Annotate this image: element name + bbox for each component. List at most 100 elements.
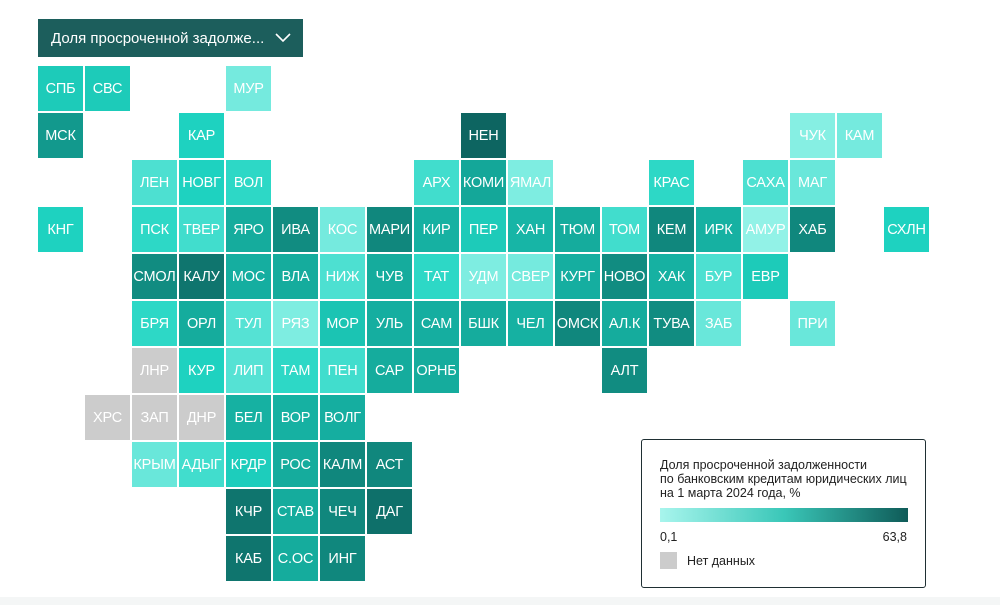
no-data-label: Нет данных [687,554,756,568]
region-tile[interactable]: САМ [414,301,459,346]
indicator-dropdown[interactable]: Доля просроченной задолже... [38,19,303,57]
region-tile[interactable]: АЛ.К [602,301,647,346]
region-tile[interactable]: ИРК [696,207,741,252]
region-tile[interactable]: КОМИ [461,160,506,205]
region-tile[interactable]: КАЛМ [320,442,365,487]
region-tile[interactable]: КАБ [226,536,271,581]
region-tile[interactable]: УДМ [461,254,506,299]
region-tile[interactable]: АМУР [743,207,788,252]
legend: Доля просроченной задолженности по банко… [641,439,926,588]
bottom-strip [0,597,1000,605]
region-tile[interactable]: САР [367,348,412,393]
region-tile[interactable]: ЗАБ [696,301,741,346]
region-tile[interactable]: ЧЕЛ [508,301,553,346]
region-tile[interactable]: ПЕН [320,348,365,393]
region-tile[interactable]: ВЛА [273,254,318,299]
region-tile[interactable]: КЕМ [649,207,694,252]
region-tile[interactable]: РОС [273,442,318,487]
region-tile[interactable]: ЛНР [132,348,177,393]
region-tile[interactable]: С.ОС [273,536,318,581]
region-tile[interactable]: КУР [179,348,224,393]
region-tile[interactable]: МОР [320,301,365,346]
region-tile[interactable]: СПБ [38,66,83,111]
region-tile[interactable]: ТОМ [602,207,647,252]
region-tile[interactable]: ТВЕР [179,207,224,252]
region-tile[interactable]: ТУВА [649,301,694,346]
region-tile[interactable]: ПСК [132,207,177,252]
region-tile[interactable]: МАРИ [367,207,412,252]
region-tile[interactable]: ДНР [179,395,224,440]
region-tile[interactable]: САХА [743,160,788,205]
region-tile[interactable]: БЕЛ [226,395,271,440]
region-tile[interactable]: ЗАП [132,395,177,440]
region-tile[interactable]: ХАК [649,254,694,299]
region-tile[interactable]: ТУЛ [226,301,271,346]
region-tile[interactable]: КУРГ [555,254,600,299]
region-tile[interactable]: ОРНБ [414,348,459,393]
region-tile[interactable]: МУР [226,66,271,111]
region-tile[interactable]: КРЫМ [132,442,177,487]
region-tile[interactable]: ДАГ [367,489,412,534]
region-tile[interactable]: СВЕР [508,254,553,299]
region-tile[interactable]: КРДР [226,442,271,487]
region-tile[interactable]: НЕН [461,113,506,158]
region-tile[interactable]: МАГ [790,160,835,205]
region-tile[interactable]: ХРС [85,395,130,440]
legend-title: Доля просроченной задолженности по банко… [660,458,915,500]
region-tile[interactable]: ТАТ [414,254,459,299]
region-tile[interactable]: ИНГ [320,536,365,581]
region-tile[interactable]: КАЛУ [179,254,224,299]
region-tile[interactable]: ЧУВ [367,254,412,299]
region-tile[interactable]: ЛИП [226,348,271,393]
region-tile[interactable]: НИЖ [320,254,365,299]
region-tile[interactable]: МСК [38,113,83,158]
region-tile[interactable]: ЛЕН [132,160,177,205]
region-tile[interactable]: КНГ [38,207,83,252]
region-tile[interactable]: ЯМАЛ [508,160,553,205]
region-tile[interactable]: СТАВ [273,489,318,534]
region-tile[interactable]: ТАМ [273,348,318,393]
region-tile[interactable]: РЯЗ [273,301,318,346]
region-tile[interactable]: ИВА [273,207,318,252]
chevron-down-icon [263,19,303,57]
legend-title-line: Доля просроченной задолженности [660,458,868,472]
region-tile[interactable]: ПРИ [790,301,835,346]
region-tile[interactable]: КИР [414,207,459,252]
region-tile[interactable]: ВОЛГ [320,395,365,440]
region-tile[interactable]: БШК [461,301,506,346]
region-tile[interactable]: КАР [179,113,224,158]
region-tile[interactable]: ЧУК [790,113,835,158]
region-tile[interactable]: АСТ [367,442,412,487]
region-tile[interactable]: КЧР [226,489,271,534]
no-data-swatch [660,552,677,569]
legend-color-scale [660,508,908,522]
region-tile[interactable]: НОВГ [179,160,224,205]
region-tile[interactable]: ОРЛ [179,301,224,346]
region-tile[interactable]: СВС [85,66,130,111]
region-tile[interactable]: СМОЛ [132,254,177,299]
region-tile[interactable]: БУР [696,254,741,299]
region-tile[interactable]: ПЕР [461,207,506,252]
region-tile[interactable]: НОВО [602,254,647,299]
region-tile[interactable]: БРЯ [132,301,177,346]
region-tile[interactable]: АЛТ [602,348,647,393]
region-tile[interactable]: ВОР [273,395,318,440]
region-tile[interactable]: СХЛН [884,207,929,252]
region-tile[interactable]: ЯРО [226,207,271,252]
region-tile[interactable]: ХАН [508,207,553,252]
region-tile[interactable]: ВОЛ [226,160,271,205]
region-tile[interactable]: КОС [320,207,365,252]
region-tile[interactable]: МОС [226,254,271,299]
legend-title-line: по банковским кредитам юридических лиц [660,472,907,486]
region-tile[interactable]: ЧЕЧ [320,489,365,534]
region-tile[interactable]: КАМ [837,113,882,158]
region-tile[interactable]: ТЮМ [555,207,600,252]
region-tile[interactable]: ЕВР [743,254,788,299]
region-tile[interactable]: УЛЬ [367,301,412,346]
region-tile[interactable]: АРХ [414,160,459,205]
region-tile[interactable]: ХАБ [790,207,835,252]
legend-min-value: 0,1 [660,530,678,544]
region-tile[interactable]: ОМСК [555,301,600,346]
region-tile[interactable]: КРАС [649,160,694,205]
region-tile[interactable]: АДЫГ [179,442,224,487]
